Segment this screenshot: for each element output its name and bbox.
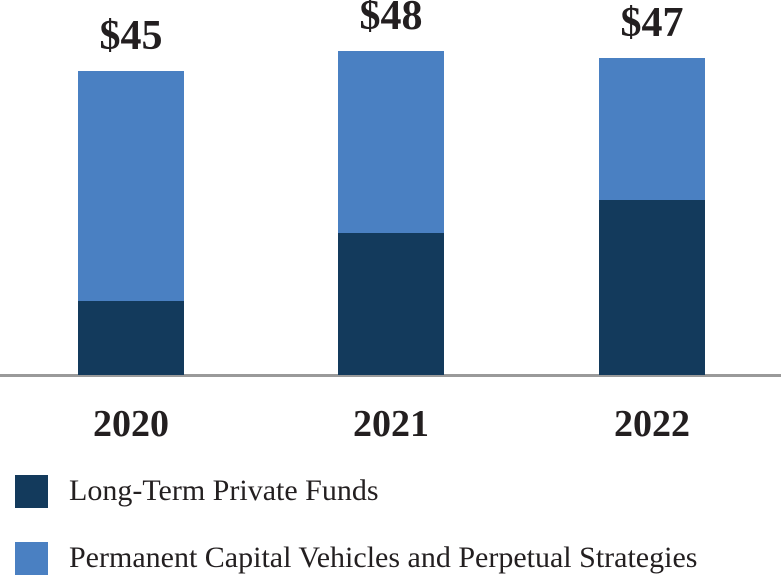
segment-permanent-capital-2021 (338, 51, 444, 234)
total-label-2020: $45 (99, 13, 163, 60)
total-label-2022: $47 (620, 0, 684, 46)
segment-long-term-private-funds-2020 (78, 300, 184, 375)
legend-label: Long-Term Private Funds (69, 474, 379, 507)
legend-item-permanent-capital-vehicles: Permanent Capital Vehicles and Perpetual… (15, 541, 697, 575)
segment-long-term-private-funds-2021 (338, 233, 444, 375)
year-label-2020: 2020 (93, 403, 169, 445)
legend-swatch-dark-navy (15, 474, 48, 508)
bar-2021 (338, 51, 444, 375)
legend-item-long-term-private-funds: Long-Term Private Funds (15, 474, 379, 508)
legend-label: Permanent Capital Vehicles and Perpetual… (69, 541, 698, 574)
segment-long-term-private-funds-2022 (599, 199, 705, 375)
segment-permanent-capital-2020 (78, 71, 184, 301)
bar-2020 (78, 71, 184, 375)
year-label-2022: 2022 (614, 403, 690, 445)
segment-permanent-capital-2022 (599, 57, 705, 200)
year-label-2021: 2021 (353, 403, 429, 445)
total-label-2021: $48 (359, 0, 423, 39)
bar-2022 (599, 57, 705, 375)
legend-swatch-light-blue (15, 541, 48, 575)
x-axis-line (0, 374, 781, 377)
